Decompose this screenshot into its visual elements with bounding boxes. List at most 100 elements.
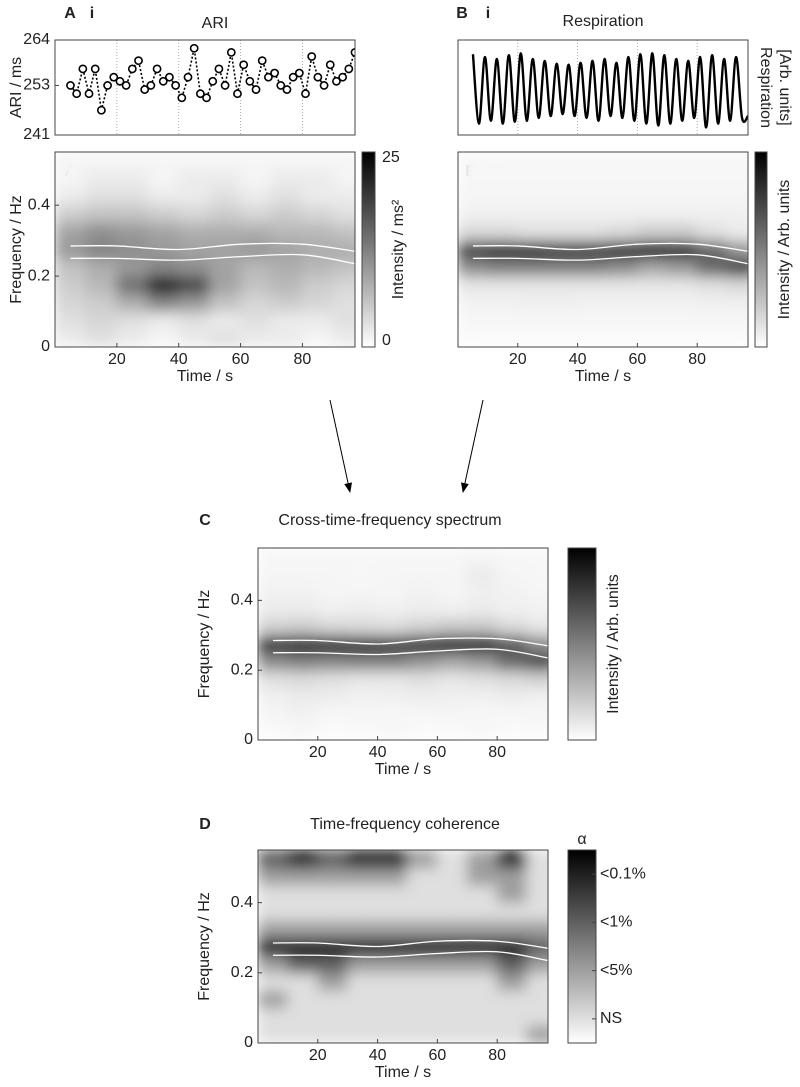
heatmap-cell [696,222,728,242]
heatmap-cell [347,954,379,974]
heatmap-cell [85,186,118,206]
heatmap-cell [258,599,289,619]
colorbar-tick-label: 0 [382,332,391,349]
x-axis-label: Time / s [375,761,431,778]
heatmap-cell [301,257,334,277]
heatmap-cell [55,169,87,188]
heatmap-cell [526,582,548,601]
data-point [195,89,205,99]
heatmap-cell [577,222,608,242]
heatmap-cell [147,169,180,188]
data-point [121,81,131,90]
heatmap-cell [347,972,379,991]
heatmap [55,152,355,347]
heatmap-cell [258,937,289,956]
heatmap-cell [636,311,668,330]
heatmap-cell [347,617,379,636]
arrow [461,399,484,493]
heatmap-cell [85,152,118,171]
heatmap-cell [606,311,638,330]
heatmap-cell [496,989,528,1009]
heatmap-cell [332,293,355,313]
heatmap-cell [347,652,379,671]
plot-frame [257,849,549,1044]
x-tick-label: 80 [294,351,312,368]
heatmap-cell [287,1024,319,1043]
plot-frame [457,39,749,136]
heatmap-cell [458,240,489,259]
heatmap-cell [116,293,149,313]
heatmap-cell [636,240,668,259]
heatmap-cell [270,293,303,313]
heatmap-cell [317,1007,349,1026]
heatmap-cell [726,275,748,295]
heatmap-cell [406,617,438,636]
heatmap-cell [347,850,379,869]
heatmap-cell [696,328,728,347]
heatmap-cell [258,1024,289,1043]
heatmap-cell [496,564,528,584]
heatmap-cell [458,328,489,347]
heatmap-cell [55,275,87,295]
heatmap [258,548,548,740]
heatmap-cell [377,722,408,740]
heatmap-cell [347,867,379,886]
heatmap-cell [547,328,579,347]
heatmap-cell [466,972,498,991]
heatmap-cell [116,257,149,277]
heatmap-cell [85,204,118,224]
heatmap-cell [377,867,408,886]
heatmap-cell [270,257,303,277]
heatmap-cell [270,328,303,347]
heatmap-cell [606,275,638,295]
x-tick-label: 20 [309,1047,327,1064]
heatmap-cell [547,275,579,295]
y-tick-label: 0.2 [231,964,253,981]
heatmap-cell [496,1024,528,1043]
data-point [140,85,150,94]
heatmap-cell [517,186,549,206]
y-tick-label: 0.4 [231,894,253,911]
heatmap-cell [147,186,180,206]
heatmap-cell [116,222,149,242]
heatmap-cell [317,704,349,724]
heatmap-cell [258,617,289,636]
heatmap-cell [332,169,355,188]
heatmap-cell [526,1024,548,1043]
panel-label: D [199,816,211,833]
heatmap-cells [258,850,548,1043]
heatmap-cell [466,989,498,1009]
heatmap-cell [258,1007,289,1026]
x-tick-label: 20 [309,744,327,761]
band-line [272,637,548,647]
heatmap-cell [726,222,748,242]
heatmap-cell [517,293,549,313]
heatmap-cell [526,669,548,689]
data-point [226,47,236,57]
heatmap-cell [287,599,319,619]
heatmap-cell [178,222,211,242]
heatmap-cell [496,867,528,886]
heatmap-cell [526,937,548,956]
heatmap-cell [347,919,379,939]
heatmap-cell [436,617,468,636]
heatmap-cell [466,548,498,566]
y-tick-label: 0.4 [28,196,50,213]
heatmap-cell [347,564,379,584]
heatmap-cell [466,564,498,584]
heatmap-cell [55,240,87,259]
heatmap-cell [332,222,355,242]
heatmap-cell [317,722,349,740]
heatmap-cell [258,564,289,584]
heatmap-cell [301,275,334,295]
heatmap-cell [436,722,468,740]
heatmap-cell [347,1024,379,1043]
heatmap-cell [458,293,489,313]
heatmap-cell [406,989,438,1009]
heatmap-cell [287,722,319,740]
band-line [272,950,548,962]
heatmap-cell [436,1024,468,1043]
data-point [177,93,187,103]
heatmap-cell [496,548,528,566]
heatmap-cell [726,293,748,313]
